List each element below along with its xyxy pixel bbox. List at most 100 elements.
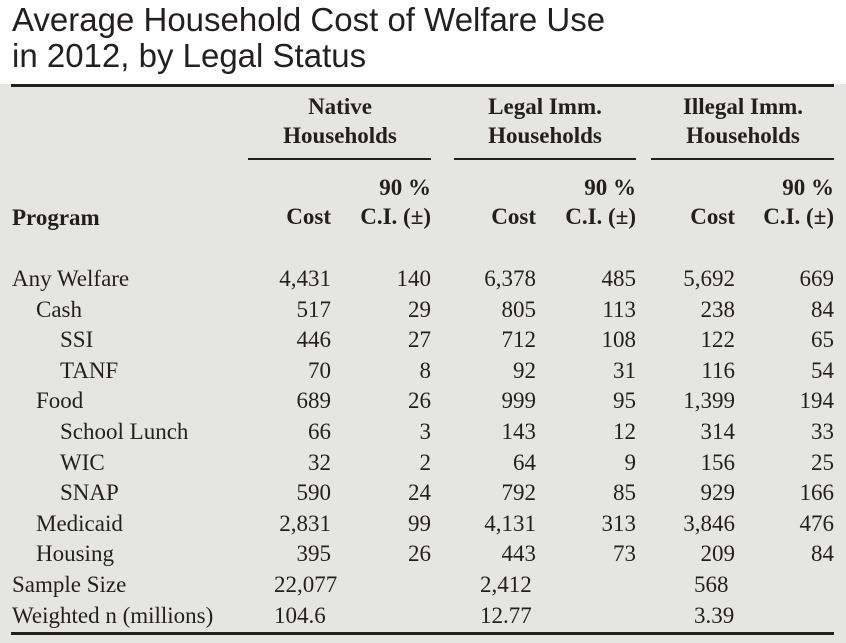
cost-cell: 443: [501, 541, 537, 567]
ci-cell: 108: [601, 327, 637, 353]
footer-cell: 12.77: [480, 602, 532, 628]
footer-cell: 568: [694, 572, 729, 597]
ci-cell: 31: [613, 357, 636, 383]
cost-cell: 2,831: [279, 510, 331, 536]
footer-cell: 2,412: [480, 572, 532, 597]
ci-cell: 95: [613, 388, 636, 414]
ci-cell: 24: [408, 480, 431, 506]
ci-cell: 194: [799, 388, 835, 414]
ci-cell: 113: [602, 296, 636, 322]
group-header: Illegal Imm.: [682, 94, 804, 119]
group-underline: [651, 158, 834, 160]
cost-cell: 66: [308, 419, 331, 444]
ci-cell: 99: [408, 510, 431, 536]
ci-cell: 65: [811, 327, 834, 353]
ci-cell: 485: [601, 266, 637, 291]
program-label: Cash: [36, 296, 82, 322]
table-top-rule: [11, 84, 834, 87]
ci-cell: 25: [811, 449, 834, 475]
ci-header: C.I. (±): [763, 204, 834, 229]
ci-cell: 33: [811, 419, 834, 444]
group-header: Households: [488, 123, 602, 148]
cost-cell: 929: [700, 480, 736, 506]
cost-cell: 209: [700, 541, 736, 567]
cost-cell: 6,378: [484, 266, 536, 291]
table-bottom-rule: [11, 632, 834, 635]
cost-cell: 64: [513, 449, 536, 475]
title-line-2: in 2012, by Legal Status: [12, 37, 367, 74]
ci-cell: 73: [613, 541, 636, 567]
cost-cell: 517: [296, 296, 332, 322]
program-label: WIC: [60, 449, 105, 475]
ci-cell: 85: [613, 480, 636, 506]
cost-cell: 792: [501, 480, 537, 506]
cost-cell: 314: [700, 419, 736, 444]
ci-cell: 476: [799, 510, 835, 536]
ci-header: C.I. (±): [565, 204, 636, 229]
cost-cell: 446: [296, 327, 332, 353]
table-background: [0, 84, 846, 643]
ci-header-top: 90 %: [584, 175, 636, 200]
ci-header-top: 90 %: [379, 175, 431, 200]
cost-cell: 5,692: [683, 266, 735, 291]
footer-cell: 22,077: [274, 572, 338, 597]
program-label: TANF: [60, 357, 119, 383]
cost-cell: 395: [296, 541, 332, 567]
cost-cell: 805: [501, 296, 537, 322]
cost-cell: 999: [501, 388, 537, 414]
ci-cell: 8: [419, 357, 432, 383]
ci-cell: 26: [408, 541, 431, 567]
ci-header: C.I. (±): [360, 204, 431, 229]
cost-cell: 143: [501, 419, 537, 444]
group-header: Native: [308, 94, 372, 119]
cost-cell: 3,846: [683, 510, 735, 536]
cost-cell: 92: [513, 357, 536, 383]
footer-cell: 104.6: [274, 602, 326, 628]
ci-cell: 54: [811, 357, 834, 383]
ci-cell: 9: [624, 449, 637, 475]
ci-cell: 669: [799, 266, 835, 291]
chart-title: Average Household Cost of Welfare Use in…: [12, 2, 605, 74]
ci-cell: 140: [396, 266, 432, 291]
program-label: Food: [36, 388, 84, 414]
footer-label: Sample Size: [12, 572, 127, 597]
cost-header: Cost: [286, 204, 331, 229]
cost-cell: 4,131: [484, 510, 536, 536]
ci-cell: 3: [419, 419, 432, 444]
cost-cell: 590: [296, 480, 332, 506]
program-label: Medicaid: [36, 510, 123, 536]
cost-cell: 1,399: [683, 388, 735, 414]
ci-header-top: 90 %: [782, 175, 834, 200]
group-header: Households: [283, 123, 397, 148]
footer-cell: 3.39: [694, 602, 735, 628]
cost-cell: 712: [501, 327, 537, 353]
program-label: School Lunch: [60, 419, 189, 444]
group-underline: [248, 158, 431, 160]
row-header: Program: [12, 205, 100, 230]
group-header: Households: [686, 123, 800, 148]
cost-header: Cost: [491, 204, 536, 229]
program-label: SNAP: [60, 480, 119, 506]
cost-cell: 4,431: [279, 266, 331, 291]
ci-cell: 313: [601, 510, 637, 536]
cost-cell: 32: [308, 449, 331, 475]
cost-cell: 122: [700, 327, 736, 353]
cost-cell: 156: [700, 449, 736, 475]
ci-cell: 166: [799, 480, 835, 506]
program-label: SSI: [60, 327, 94, 353]
cost-cell: 116: [701, 357, 735, 383]
group-underline: [454, 158, 636, 160]
ci-cell: 27: [408, 327, 431, 353]
ci-cell: 84: [811, 296, 834, 322]
cost-header: Cost: [690, 204, 735, 229]
footer-label: Weighted n (millions): [12, 602, 214, 628]
cost-cell: 238: [700, 296, 736, 322]
cost-cell: 70: [308, 357, 331, 383]
ci-cell: 2: [419, 449, 432, 475]
group-header: Legal Imm.: [488, 94, 602, 119]
program-label: Housing: [36, 541, 114, 567]
cost-cell: 689: [296, 388, 332, 414]
ci-cell: 12: [613, 419, 636, 444]
program-label: Any Welfare: [12, 266, 130, 291]
ci-cell: 29: [408, 296, 431, 322]
